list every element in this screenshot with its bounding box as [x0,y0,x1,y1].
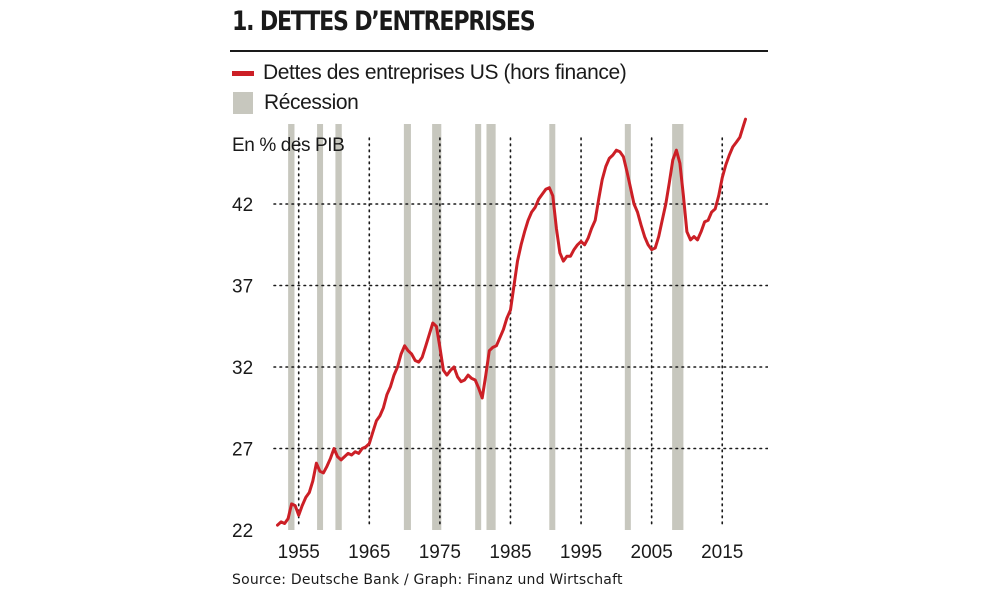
x-tick-label: 1965 [348,542,390,563]
recession-band-6 [486,124,496,530]
legend-label-recession: Récession [264,91,359,114]
recession-band-2 [335,124,342,530]
legend-label-corporate-debt: Dettes des entreprises US (hors finance) [263,61,627,84]
chart-title: 1. DETTES D’ENTREPRISES [232,6,536,37]
x-tick-labels: 1955 1965 1975 1985 1995 2005 2015 [278,542,744,563]
chart-svg: 22 27 32 37 42 1955 1965 1975 1985 1995 2005 2015 [232,117,768,563]
grid [273,137,768,529]
y-tick-label: 32 [232,358,253,379]
recession-band-3 [403,124,411,530]
recession-band-5 [475,124,482,530]
y-tick-label: 37 [232,277,253,298]
y-tick-label: 22 [232,521,253,542]
legend-item-recession: Récession [232,90,359,116]
series-line-layer [276,117,747,527]
x-tick-label: 2005 [631,542,673,563]
recession-band-7 [549,124,556,530]
legend-item-corporate-debt: Dettes des entreprises US (hors finance) [232,60,627,86]
source-note: Source: Deutsche Bank / Graph: Finanz un… [232,572,623,588]
series-line-corporate-debt [276,117,747,527]
x-tick-label: 1955 [278,542,320,563]
chart-card: 22 27 32 37 42 1955 1965 1975 1985 1995 2005 2015 … [230,0,768,600]
recession-band-1 [317,124,324,530]
recession-bands [288,124,684,530]
y-tick-labels: 22 27 32 37 42 [232,195,253,542]
recession-band-8 [624,124,631,530]
title-rule [230,50,768,52]
y-tick-label: 42 [232,195,253,216]
x-tick-label: 1995 [560,542,602,563]
legend-recession-swatch [233,92,253,114]
y-axis-label: En % des PIB [232,135,345,156]
x-tick-label: 1985 [489,542,531,563]
recession-band-9 [672,124,684,530]
recession-band-0 [288,124,295,530]
y-tick-label: 27 [232,440,253,461]
x-tick-label: 1975 [419,542,461,563]
legend-line-swatch [232,70,254,76]
x-tick-label: 2015 [701,542,743,563]
